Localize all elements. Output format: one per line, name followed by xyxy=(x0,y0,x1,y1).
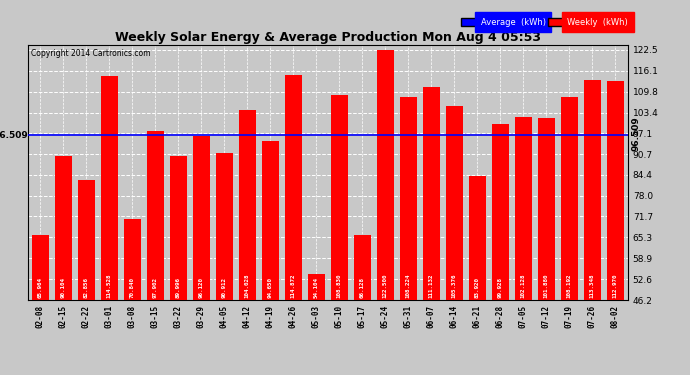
Bar xyxy=(446,106,463,300)
Text: 89.996: 89.996 xyxy=(176,278,181,298)
Bar xyxy=(124,219,141,300)
Bar xyxy=(284,75,302,300)
Text: Copyright 2014 Cartronics.com: Copyright 2014 Cartronics.com xyxy=(30,49,150,58)
Text: 114.872: 114.872 xyxy=(290,274,296,298)
Bar xyxy=(353,235,371,300)
Bar xyxy=(422,87,440,300)
Bar xyxy=(262,141,279,300)
Bar xyxy=(146,130,164,300)
Text: 108.192: 108.192 xyxy=(566,274,572,298)
Bar xyxy=(239,111,256,300)
Text: 97.902: 97.902 xyxy=(152,278,158,298)
Bar xyxy=(170,156,187,300)
Bar xyxy=(560,97,578,300)
Text: 108.830: 108.830 xyxy=(337,274,342,298)
Text: 122.500: 122.500 xyxy=(383,274,388,298)
Text: 83.920: 83.920 xyxy=(475,278,480,298)
Text: 66.128: 66.128 xyxy=(359,278,365,298)
Bar xyxy=(400,97,417,300)
Text: 102.128: 102.128 xyxy=(521,274,526,298)
Bar xyxy=(377,50,394,300)
Bar xyxy=(584,80,601,300)
Text: 70.840: 70.840 xyxy=(130,278,135,298)
Text: 54.104: 54.104 xyxy=(314,278,319,298)
Title: Weekly Solar Energy & Average Production Mon Aug 4 05:53: Weekly Solar Energy & Average Production… xyxy=(115,31,541,44)
Bar xyxy=(491,124,509,300)
Bar xyxy=(515,117,532,300)
Text: 108.224: 108.224 xyxy=(406,274,411,298)
Text: 96.509: 96.509 xyxy=(631,116,640,151)
Text: 114.528: 114.528 xyxy=(107,274,112,298)
Text: 96.120: 96.120 xyxy=(199,278,204,298)
Text: 104.028: 104.028 xyxy=(245,274,250,298)
Text: 113.348: 113.348 xyxy=(590,274,595,298)
Text: 101.880: 101.880 xyxy=(544,274,549,298)
Text: 94.650: 94.650 xyxy=(268,278,273,298)
Text: 99.928: 99.928 xyxy=(497,278,503,298)
Text: 65.964: 65.964 xyxy=(38,278,43,298)
Text: 90.912: 90.912 xyxy=(221,278,227,298)
Bar xyxy=(607,81,624,300)
Bar xyxy=(538,117,555,300)
Text: 111.132: 111.132 xyxy=(428,274,434,298)
Bar xyxy=(77,180,95,300)
Legend: Average  (kWh), Weekly  (kWh): Average (kWh), Weekly (kWh) xyxy=(460,16,630,28)
Text: 112.970: 112.970 xyxy=(613,274,618,298)
Bar xyxy=(32,235,49,300)
Bar xyxy=(193,136,210,300)
Text: 96.509: 96.509 xyxy=(0,130,29,140)
Bar xyxy=(469,176,486,300)
Bar xyxy=(331,95,348,300)
Text: 82.856: 82.856 xyxy=(83,278,89,298)
Bar xyxy=(215,153,233,300)
Bar xyxy=(308,274,325,300)
Text: 105.376: 105.376 xyxy=(452,274,457,298)
Bar xyxy=(55,156,72,300)
Text: 90.104: 90.104 xyxy=(61,278,66,298)
Bar xyxy=(101,76,118,300)
